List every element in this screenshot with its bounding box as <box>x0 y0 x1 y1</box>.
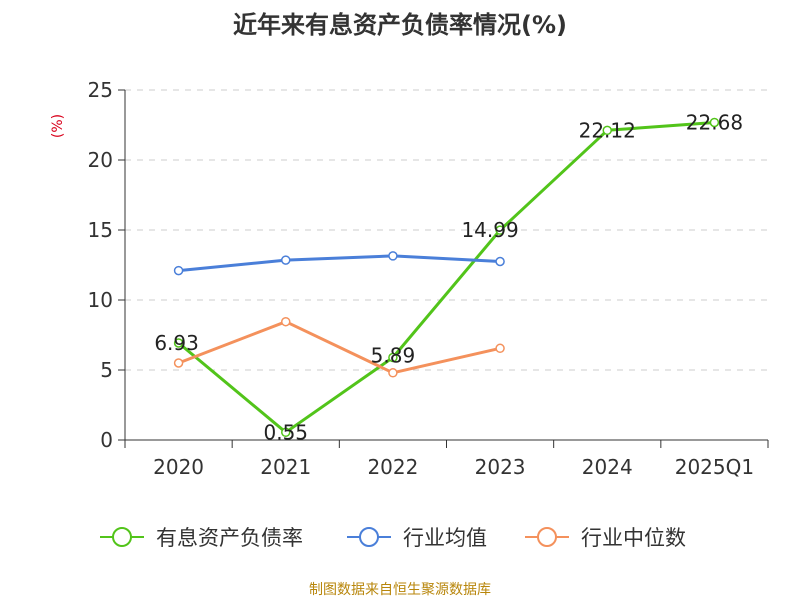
legend-item[interactable]: 行业中位数 <box>525 526 686 550</box>
data-point <box>495 225 505 235</box>
y-axis-label: (%) <box>50 114 66 138</box>
series-line-1 <box>178 254 501 273</box>
x-tick-label: 2025Q1 <box>675 455 754 479</box>
data-point <box>388 251 398 261</box>
legend-label: 有息资产负债率 <box>156 526 303 550</box>
legend-label: 行业均值 <box>403 526 487 550</box>
y-tick-label: 0 <box>100 428 113 452</box>
data-label: 0.55 <box>263 420 308 444</box>
data-point <box>173 265 184 276</box>
legend-item[interactable]: 行业均值 <box>347 526 487 550</box>
y-tick-label: 5 <box>100 358 113 382</box>
data-label: 22.12 <box>579 118 636 142</box>
data-point <box>709 117 720 128</box>
x-tick-label: 2022 <box>367 455 418 479</box>
data-label: 5.89 <box>371 344 416 368</box>
y-tick-label: 15 <box>88 218 113 242</box>
data-label: 6.93 <box>154 331 199 355</box>
chart-title: 近年来有息资产负债率情况(%) <box>233 11 567 39</box>
y-tick-label: 10 <box>88 288 113 312</box>
data-labels: 6.93 0.55 5.89 14.99 22.12 22.68 <box>154 110 743 444</box>
legend-marker <box>112 527 132 547</box>
data-label: 22.68 <box>686 110 743 134</box>
data-label: 14.99 <box>461 218 518 242</box>
series-line-0 <box>177 121 715 434</box>
legend-marker <box>359 527 379 547</box>
data-point <box>602 125 612 136</box>
data-point <box>495 256 505 267</box>
data-point <box>388 352 398 363</box>
x-tick-label: 2020 <box>153 455 204 479</box>
y-tick-label: 20 <box>88 148 113 172</box>
y-tick-label: 25 <box>88 78 113 102</box>
legend-label: 行业中位数 <box>581 526 686 550</box>
data-point <box>388 368 398 378</box>
data-point <box>281 427 291 438</box>
series-line-2 <box>178 320 501 375</box>
data-point <box>173 338 184 348</box>
legend-item[interactable]: 有息资产负债率 <box>100 526 303 550</box>
x-tick-label: 2023 <box>475 455 526 479</box>
legend-marker <box>537 527 557 547</box>
axes: 0 5 10 15 20 25 2020 2021 2022 2023 2024 2025Q1 <box>88 78 769 479</box>
data-point <box>495 343 505 354</box>
series-lines <box>173 117 720 438</box>
x-tick-label: 2021 <box>260 455 311 479</box>
source-note: 制图数据来自恒生聚源数据库 <box>309 582 491 598</box>
data-point <box>281 255 291 265</box>
data-point <box>281 316 291 327</box>
data-point <box>173 358 184 368</box>
legend: 有息资产负债率 行业均值 行业中位数 <box>100 526 686 550</box>
x-tick-label: 2024 <box>582 455 633 479</box>
gridlines <box>125 89 768 371</box>
